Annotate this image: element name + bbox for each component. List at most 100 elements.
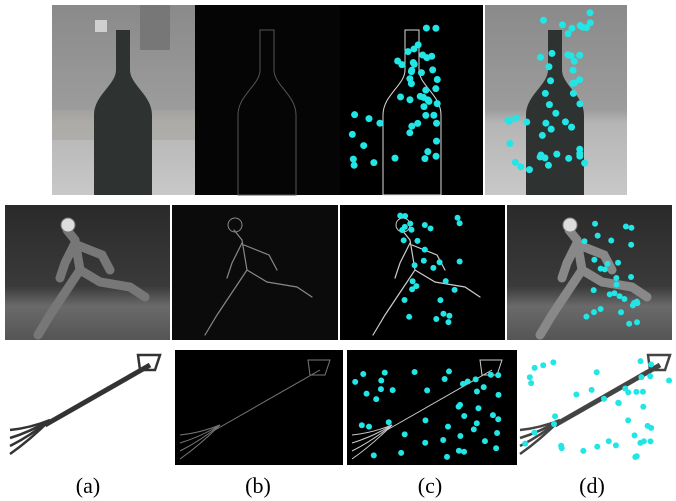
- keypoint: [573, 391, 580, 398]
- frame: [140, 5, 170, 50]
- keypoint: [351, 111, 359, 119]
- keypoint: [590, 309, 597, 316]
- keypoint: [506, 139, 514, 147]
- keypoint: [406, 96, 414, 104]
- keypoint: [381, 369, 388, 376]
- keypoint: [454, 214, 461, 221]
- keypoint: [493, 445, 500, 452]
- keypoint: [409, 286, 416, 293]
- keypoint: [538, 131, 546, 139]
- keypoint: [397, 93, 405, 101]
- keypoint: [495, 416, 502, 423]
- keypoint: [409, 278, 416, 285]
- fork-tine: [179, 424, 221, 460]
- keypoint: [522, 440, 529, 447]
- keypoint: [631, 432, 638, 439]
- keypoint: [594, 232, 601, 239]
- keypoint: [616, 293, 623, 300]
- keypoint: [350, 161, 358, 169]
- keypoint: [545, 63, 553, 71]
- keypoint: [461, 448, 468, 455]
- keypoint: [370, 452, 377, 459]
- keypoint: [540, 362, 547, 369]
- keypoint: [348, 130, 356, 138]
- keypoint: [444, 453, 451, 460]
- keypoint: [628, 224, 635, 231]
- keypoint: [440, 436, 447, 443]
- keypoint: [558, 21, 566, 29]
- keypoint: [360, 142, 368, 150]
- keypoint: [608, 237, 615, 244]
- keypoint: [473, 388, 480, 395]
- keypoint: [568, 123, 576, 131]
- keypoint: [440, 310, 447, 317]
- keypoint: [432, 85, 440, 93]
- keypoint: [461, 412, 468, 419]
- keypoint: [456, 258, 463, 265]
- keypoint: [411, 262, 418, 269]
- keypoint: [446, 312, 453, 319]
- fork-tine: [9, 419, 51, 456]
- keypoint: [597, 265, 604, 272]
- keypoint: [576, 51, 584, 59]
- keypoint: [628, 241, 635, 248]
- keypoint: [370, 159, 378, 167]
- keypoint: [583, 313, 590, 320]
- fork-tine: [351, 424, 393, 436]
- keypoint: [495, 372, 502, 379]
- keypoint: [406, 313, 413, 320]
- keypoint: [422, 439, 429, 446]
- keypoint: [504, 116, 512, 124]
- keypoint: [594, 443, 601, 450]
- fork-handle: [214, 369, 321, 431]
- keypoint: [568, 24, 576, 32]
- keypoint: [457, 401, 464, 408]
- keypoint: [378, 377, 385, 384]
- keypoint: [423, 54, 431, 62]
- keypoint: [581, 159, 589, 167]
- keypoint: [404, 48, 412, 56]
- keypoint: [542, 119, 550, 127]
- keypoint: [456, 220, 463, 227]
- keypoint: [511, 158, 519, 166]
- keypoint: [489, 412, 496, 419]
- keypoint: [552, 413, 559, 420]
- keypoint: [569, 66, 577, 74]
- keypoint: [473, 420, 480, 427]
- keypoint: [632, 454, 639, 461]
- keypoint: [398, 449, 405, 456]
- keypoint: [606, 291, 613, 298]
- keypoint: [366, 423, 373, 430]
- keypoint: [437, 297, 444, 304]
- keypoint: [569, 79, 577, 87]
- keypoint: [551, 420, 558, 427]
- keypoint: [525, 166, 533, 174]
- keypoint-map: [347, 350, 517, 465]
- keypoint: [613, 274, 620, 281]
- keypoint: [647, 373, 654, 380]
- keypoint: [626, 320, 633, 327]
- keypoint: [417, 69, 425, 77]
- fork-row: [175, 350, 517, 465]
- keypoint: [637, 439, 644, 446]
- keypoint: [401, 431, 408, 438]
- keypoint: [376, 119, 384, 127]
- edge-map: [195, 5, 340, 195]
- keypoint: [597, 306, 604, 313]
- keypoint: [401, 223, 408, 230]
- socket: [95, 20, 107, 32]
- keypoint: [611, 290, 618, 297]
- keypoint: [425, 97, 433, 105]
- keypoint: [432, 24, 440, 32]
- keypoint: [487, 371, 494, 378]
- keypoint: [421, 222, 428, 229]
- keypoint: [433, 76, 441, 84]
- keypoint: [430, 264, 437, 271]
- keypoint: [422, 111, 430, 119]
- fork-tine: [179, 424, 221, 436]
- keypoint: [561, 118, 569, 126]
- keypoint: [576, 145, 584, 153]
- keypoint: [472, 376, 479, 383]
- keypoint: [397, 212, 404, 219]
- keypoint: [621, 296, 628, 303]
